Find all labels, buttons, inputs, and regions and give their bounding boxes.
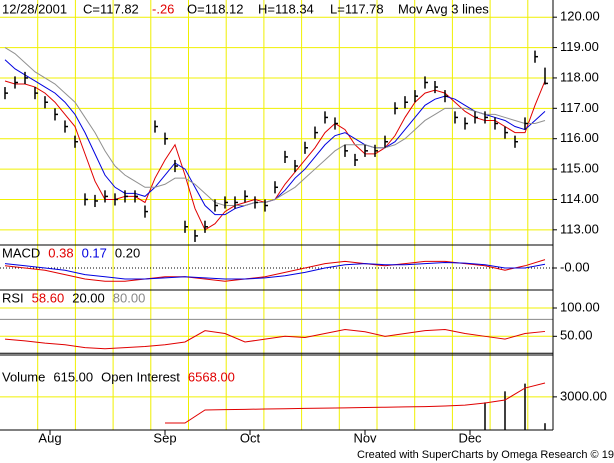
- legend-value: 0.20: [115, 245, 140, 260]
- marks-layer: [4, 47, 548, 430]
- panel-label: Volume: [2, 369, 45, 384]
- close: C=117.82: [83, 1, 139, 16]
- open: O=118.12: [187, 1, 244, 16]
- legend-name: Open Interest: [101, 369, 180, 384]
- y-tick-label: -0.00: [560, 259, 590, 274]
- legend-value: 0.38: [48, 245, 73, 260]
- date: 12/28/2001: [2, 1, 67, 16]
- y-tick-label: 3000.00: [560, 388, 607, 403]
- study: Mov Avg 3 lines: [398, 1, 489, 16]
- legend-value: 20.00: [72, 290, 105, 305]
- y-tick-label: 114.00: [560, 191, 599, 206]
- y-tick-label: 116.00: [560, 130, 599, 145]
- legend-value: 6568.00: [188, 369, 235, 384]
- series-line: [165, 382, 546, 424]
- x-tick-label: Nov: [353, 430, 377, 445]
- y-tick-label: 50.00: [560, 328, 593, 343]
- y-tick-label: 118.00: [560, 69, 599, 84]
- y-tick-label: 113.00: [560, 221, 599, 236]
- series-line: [4, 329, 546, 350]
- x-tick-label: Aug: [38, 430, 61, 445]
- panel-label: RSI: [2, 290, 24, 305]
- x-tick-label: Dec: [458, 430, 482, 445]
- y-tick-label: 119.00: [560, 39, 599, 54]
- x-tick-label: Oct: [240, 430, 261, 445]
- legend-value: 58.60: [32, 290, 65, 305]
- frame: [0, 0, 554, 431]
- legend-value: 615.00: [53, 369, 93, 384]
- legend-value: 0.17: [82, 245, 107, 260]
- series-line: [4, 261, 546, 280]
- change: -.26: [152, 1, 174, 16]
- y-tick-label: 100.00: [560, 299, 600, 314]
- low: L=117.78: [330, 1, 384, 16]
- legend-value: 80.00: [113, 290, 146, 305]
- series-line: [4, 47, 546, 207]
- high: H=118.34: [258, 1, 314, 16]
- x-tick-label: Sep: [153, 430, 176, 445]
- y-tick-label: 115.00: [560, 161, 599, 176]
- panel-label: MACD: [2, 245, 40, 260]
- y-tick-label: 117.00: [560, 100, 599, 115]
- footer: Created with SuperCharts by Omega Resear…: [357, 449, 614, 461]
- y-tick-label: 120.00: [560, 9, 600, 24]
